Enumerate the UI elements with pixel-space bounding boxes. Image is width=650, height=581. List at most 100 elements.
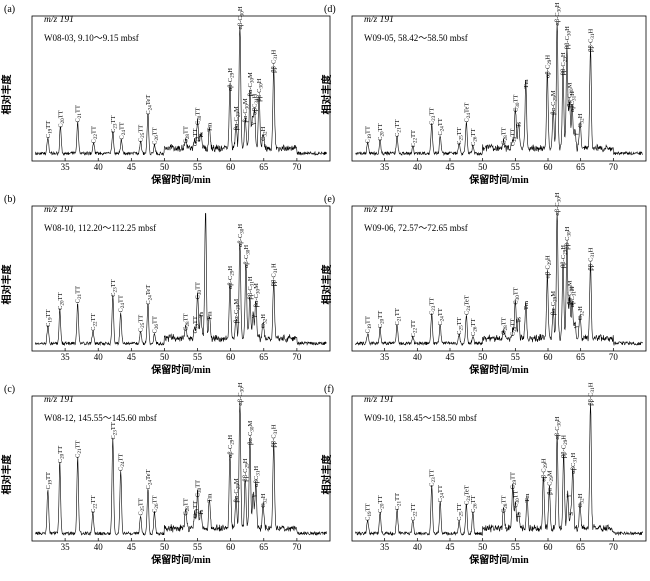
peak-label: Tm [523, 79, 530, 88]
peak-label: Ts [516, 317, 523, 324]
y-axis-label: 相对丰度 [320, 264, 333, 305]
x-tick-label: 40 [413, 542, 423, 552]
sample-label: W08-12, 145.55～145.60 mbsf [44, 413, 157, 423]
peak-label: C24TeT [463, 103, 472, 123]
chromatogram-panel-2: 35 40 45 50 55 60 65 70 保留时间/min 相对丰度 (b) m/z 191 W0… [0, 194, 331, 376]
peak-label: C32H [260, 493, 269, 508]
peak-label: C32H [577, 306, 586, 321]
peak-label: αβC31H [253, 466, 262, 487]
x-tick-label: 65 [576, 542, 586, 552]
peak-label: αβ-C29H [227, 266, 236, 289]
peak-label: C22TT [410, 503, 419, 521]
peak-label: C29TT [510, 319, 519, 337]
peak-label: C20TT [57, 292, 66, 310]
x-tick-label: 45 [127, 352, 137, 362]
chromatogram-trace [35, 403, 327, 536]
peak-label: C24TeT [463, 485, 472, 505]
peak-label: βα-C30M [242, 98, 251, 122]
peak-label: C26TT [152, 127, 161, 145]
peak-label: αβ-C30H [554, 416, 563, 439]
x-tick-label: 50 [478, 352, 488, 362]
sample-label: W09-10, 158.45～158.50 mbsf [364, 413, 477, 423]
peak-label: C24TT [118, 122, 127, 140]
x-tick-label: 70 [609, 542, 619, 552]
x-tick-label: 45 [127, 542, 137, 552]
panel-label: (d) [324, 4, 336, 15]
peak-label: βα-C29M [233, 478, 242, 502]
panel-label: (e) [324, 194, 335, 205]
peak-label: C28TT [183, 126, 192, 144]
peak-label: C32H [260, 126, 269, 141]
y-axis-label: 相对丰度 [320, 74, 333, 115]
x-tick-label: 50 [160, 352, 170, 362]
chromatogram-panel-6: 35 40 45 50 55 60 65 70 保留时间/min 相对丰度 (f) m/z 191 W0… [320, 382, 647, 566]
peak-label: C23TT [429, 298, 438, 316]
x-tick-label: 60 [544, 162, 554, 172]
x-tick-label: 65 [259, 352, 269, 362]
x-tick-label: 50 [160, 162, 170, 172]
x-tick-label: 70 [609, 162, 619, 172]
peak-label: γ [250, 494, 257, 498]
mz-label: m/z 191 [44, 15, 74, 25]
peak-label: Tm [206, 494, 213, 503]
peak-label: βα-C29M [233, 299, 242, 323]
panel-label: (f) [324, 384, 334, 395]
x-tick-label: 55 [193, 162, 203, 172]
peak-label: C28TT [183, 313, 192, 331]
x-tick-label: 65 [576, 352, 586, 362]
peak-label: C29TT [192, 316, 201, 334]
peak-label: C21TT [394, 119, 403, 137]
x-tick-label: 50 [478, 542, 488, 552]
peak-label: C25TT [138, 498, 147, 516]
peak-label: C24TT [437, 118, 446, 136]
peak-label: γ [572, 325, 579, 329]
mz-label: m/z 191 [364, 205, 394, 215]
peak-label: γ [572, 133, 579, 137]
chromatogram-trace [355, 403, 643, 537]
x-tick-label: 35 [380, 352, 390, 362]
peak-label: C25TT [138, 315, 147, 333]
peak-label: ββ-C31H [271, 424, 280, 447]
peak-label: βα-C29M [233, 106, 242, 130]
x-tick-label: 55 [511, 542, 521, 552]
mz-label: m/z 191 [44, 395, 74, 405]
peak-label: C23TT [110, 422, 119, 440]
peak-label: αβ-C30H [237, 6, 246, 29]
x-tick-label: 60 [226, 542, 236, 552]
peak-label: ββ-C29H [242, 458, 251, 481]
panel-label: (b) [4, 194, 16, 205]
peak-label: C19TT [365, 316, 374, 334]
x-tick-label: 60 [226, 352, 236, 362]
peak-label: C25TT [456, 503, 465, 521]
peak-label: Ts [198, 509, 205, 516]
peak-label: αβ-C30H [237, 382, 246, 405]
x-tick-label: 70 [292, 162, 302, 172]
peak-label: C26TT [152, 496, 161, 514]
peak-label: ββ-C31H [271, 49, 280, 72]
plot-frame [351, 15, 647, 162]
peak-label: C25TT [138, 125, 147, 143]
peak-label: C20TT [377, 123, 386, 141]
peak-label: αβ-C29H [544, 255, 553, 278]
x-tick-label: 65 [259, 162, 269, 172]
plot-frame [31, 15, 331, 162]
peak-label: βα-C30M [247, 72, 256, 96]
x-tick-label: 55 [193, 542, 203, 552]
x-tick-label: 40 [94, 542, 104, 552]
sample-label: W08-03, 9.10～9.15 mbsf [44, 33, 139, 43]
x-tick-label: 45 [446, 162, 456, 172]
peak-label: C20TT [377, 496, 386, 514]
x-axis-label: 保留时间/min [150, 363, 211, 376]
peak-label: C30TT [512, 287, 521, 305]
x-tick-label: 60 [226, 162, 236, 172]
x-tick-label: 35 [61, 542, 71, 552]
peak-label: C21TT [75, 105, 84, 123]
peak-label: C24TeT [145, 470, 154, 490]
y-axis-label: 相对丰度 [0, 264, 13, 305]
x-tick-label: 55 [511, 162, 521, 172]
peak-label: βα-C29M [550, 291, 559, 315]
chromatogram-panel-4: 35 40 45 50 55 60 65 70 保留时间/min 相对丰度 (d) m/z 191 W0… [320, 2, 647, 186]
peak-label: αβ-C30H [237, 224, 246, 247]
peak-label: C19TT [365, 503, 374, 521]
